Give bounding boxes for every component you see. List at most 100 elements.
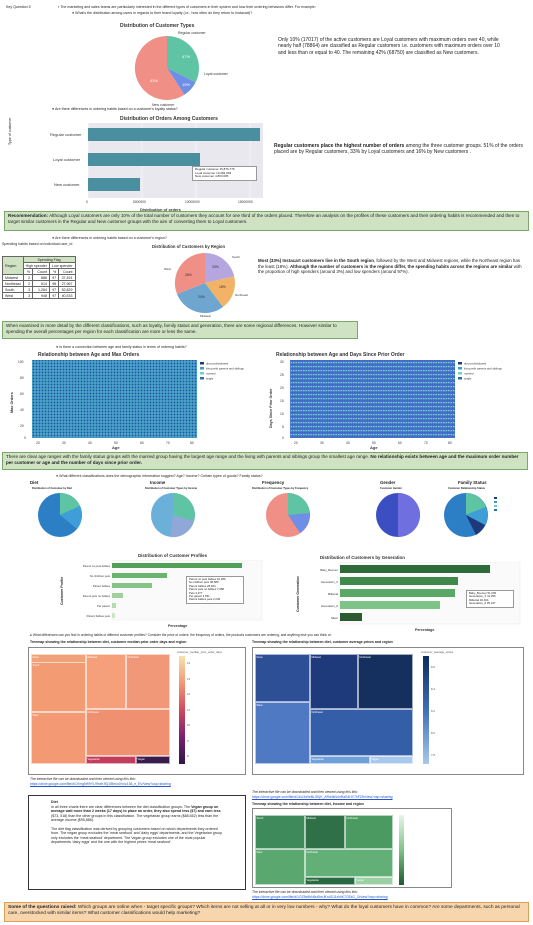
legend-item: living with parents and siblings <box>206 367 244 371</box>
tm-cell: Northeast <box>305 849 393 877</box>
bar-profile <box>112 593 123 598</box>
tm-cell: Northeast <box>126 654 170 709</box>
tick-0: 0 <box>86 200 88 204</box>
region-summary-text-2: with the proportion of high spenders (ar… <box>258 263 522 275</box>
legend-item: divorced/widowed <box>206 362 229 366</box>
profile-cat: Parent babies pets <box>87 614 111 618</box>
diet-analysis-box: Diet In all three charts there are clear… <box>28 795 246 890</box>
treemap2-caption: The interactive file can be downloaded a… <box>252 790 358 794</box>
age-days-title: Relationship between Age and Days Since … <box>276 352 405 358</box>
diet-heading: Diet <box>51 800 58 804</box>
slice-regular <box>167 35 200 83</box>
y2-tick: 5 <box>282 425 284 429</box>
cat-gender: Gender <box>380 480 396 485</box>
profile-cat: Parent no pets babies <box>83 564 111 568</box>
age-max-title: Relationship between Age and Max Orders <box>38 352 140 358</box>
tm-cell: Vegetarian <box>86 756 136 764</box>
tm-cell: Northeast <box>310 709 413 756</box>
legend-item: divorced/widowed <box>464 362 487 366</box>
generation-bar-chart: Baby_Boomer Generation_X Millenial Gener… <box>320 562 521 632</box>
age-note-box: There are clear age ranges with the fami… <box>2 452 528 470</box>
box-line: Pets 3,377 <box>189 590 203 595</box>
treemap3-link[interactable]: https://drive.google.com/file/d/1OZ5e8hN… <box>252 895 388 899</box>
label-west: West <box>164 267 171 271</box>
y2-tick: 10 <box>280 412 284 416</box>
loyalty-pie-chart: 47% 10% 43% Regular customer Loyal custo… <box>134 31 229 107</box>
x-tick: 50 <box>372 441 376 445</box>
bar-profile <box>112 583 152 588</box>
y2-tick: 30 <box>280 360 284 364</box>
profile-cat: No children pets <box>90 574 111 578</box>
region-summary-text-1: , followed by the West and Midwest regio… <box>258 258 520 269</box>
orders-summary: Regular customers place the highest numb… <box>274 143 524 156</box>
age-x-label: Age <box>112 445 120 450</box>
question-age: ● Is there a connection between age and … <box>56 345 187 349</box>
cat-frequency: Frequency <box>262 480 285 485</box>
treemap1-caption: The interactive file can be downloaded a… <box>30 777 136 781</box>
diet-subtitle: Distribution of Customer by Diet <box>32 487 72 490</box>
treemap3: South West Midwest Northeast Northeast V… <box>252 808 452 888</box>
question-ordering-text: Are there differences in ordering habits… <box>54 107 178 111</box>
treemap3-caption: The interactive file can be downloaded a… <box>252 890 358 894</box>
profile-cat: Parent pets no babies <box>83 594 111 598</box>
cat-income: Income <box>150 480 166 485</box>
box-line: Pet parent 2,551 <box>189 594 210 599</box>
bar-profile <box>112 563 242 568</box>
intro-text: The marketing and sales teams are partic… <box>60 5 316 9</box>
legend-item: single <box>464 377 472 381</box>
question-loyalty: ● What's the distribution among users in… <box>72 11 253 15</box>
tick-2: 10000000 <box>185 200 200 204</box>
x-tick: 60 <box>398 441 402 445</box>
box-line: Loyal customer 10,284,093 <box>195 170 232 175</box>
x-tick: 20 <box>294 441 298 445</box>
generation-title: Distribution of Customers by Generation <box>320 555 405 560</box>
y1-tick: 40 <box>20 408 24 412</box>
loyalty-summary: Only 10% (17017) of the active customers… <box>278 37 500 56</box>
family-subtitle: Customer Relationship Status <box>448 487 486 490</box>
question-region-text: Are there differences in ordering habits… <box>54 236 167 240</box>
orders-summary-rest: among the three customer groups. 51% of … <box>274 143 523 156</box>
profile-y-label: Customer Profile <box>60 576 64 605</box>
x-tick: 60 <box>140 441 144 445</box>
recommendation-label: Recommendation: <box>8 213 49 218</box>
tm-cell: Northeast <box>345 815 393 849</box>
colorbar2-ticks: 8.6 8.4 8.2 8.0 7.8 <box>431 665 435 757</box>
question-demographics: ● What different classifications does th… <box>56 474 263 478</box>
slice-south <box>205 253 235 283</box>
profile-cat: Parent babies <box>93 584 111 588</box>
x-tick: 80 <box>190 441 194 445</box>
questions-text: Which groups are online when - target sp… <box>8 905 520 916</box>
orders-bar-title: Distribution of Orders Among Customers <box>120 116 218 122</box>
x-tick: 40 <box>88 441 92 445</box>
bar-loyal <box>88 153 200 166</box>
tm-cell: Northeast <box>86 709 170 756</box>
box-line: No children pets 38,589 <box>189 580 219 585</box>
tm-cell: Midwest <box>305 815 345 849</box>
colorbar1 <box>179 656 185 764</box>
cat-family-status: Family Status <box>458 480 487 485</box>
region-note-box: When examined in more detail by the diff… <box>2 321 358 339</box>
orders-value-box: Regular customer 15,876,776 Loyal custom… <box>192 166 257 182</box>
age-note-bold: No relationship exists between age and t… <box>6 454 519 465</box>
bar-generation <box>340 565 490 573</box>
pct-regular: 47% <box>182 54 190 59</box>
diet-paragraph-1: In all three charts there are clear diff… <box>51 804 221 823</box>
tm-cell: Midwest <box>310 654 358 709</box>
slice-west <box>174 252 205 294</box>
generation-x-label: Percentage <box>415 628 434 632</box>
age-max-scatter: 100 80 60 40 20 0 20 30 40 50 60 70 80 A… <box>10 360 244 450</box>
profile-title: Distribution of Customer Profiles <box>138 553 208 558</box>
box-line: Millenial 40,464 <box>469 597 489 602</box>
x-tick: 20 <box>36 441 40 445</box>
orders-summary-bold: Regular customers place the highest numb… <box>274 143 405 149</box>
bar-generation <box>340 577 458 585</box>
treemap2-link[interactable]: https://drive.google.com/file/d/1kU3dVeB… <box>252 795 393 799</box>
y2-tick: 0 <box>282 436 284 440</box>
questions-raised-box: Some of the questions raised: Which grou… <box>4 902 529 922</box>
treemap1-link[interactable]: https://drive.google.com/file/d/1Vmg5Hl9… <box>30 782 171 786</box>
box-line: Parent pets no babies 7,658 <box>189 587 224 592</box>
cat-loyal: Loyal customer <box>53 157 81 162</box>
treemap1: None South Midwest Northeast West Northe… <box>28 647 246 775</box>
diet-pie <box>38 493 82 537</box>
bar-regular <box>88 128 260 141</box>
